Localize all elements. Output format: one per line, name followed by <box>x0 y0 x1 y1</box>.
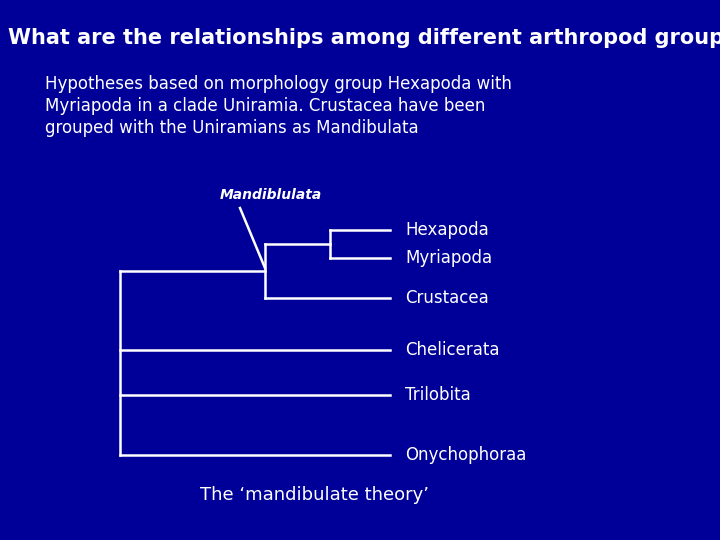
Text: Hypotheses based on morphology group Hexapoda with: Hypotheses based on morphology group Hex… <box>45 75 512 93</box>
Text: Chelicerata: Chelicerata <box>405 341 500 359</box>
Text: Mandiblulata: Mandiblulata <box>220 188 323 202</box>
Text: Trilobita: Trilobita <box>405 386 471 404</box>
Text: Myriapoda in a clade Uniramia. Crustacea have been: Myriapoda in a clade Uniramia. Crustacea… <box>45 97 485 115</box>
Text: Crustacea: Crustacea <box>405 289 489 307</box>
Text: grouped with the Uniramians as Mandibulata: grouped with the Uniramians as Mandibula… <box>45 119 418 137</box>
Text: Hexapoda: Hexapoda <box>405 221 489 239</box>
Text: What are the relationships among different arthropod groups?: What are the relationships among differe… <box>8 28 720 48</box>
Text: Onychophoraa: Onychophoraa <box>405 446 526 464</box>
Text: The ‘mandibulate theory’: The ‘mandibulate theory’ <box>200 486 429 504</box>
Text: Myriapoda: Myriapoda <box>405 249 492 267</box>
